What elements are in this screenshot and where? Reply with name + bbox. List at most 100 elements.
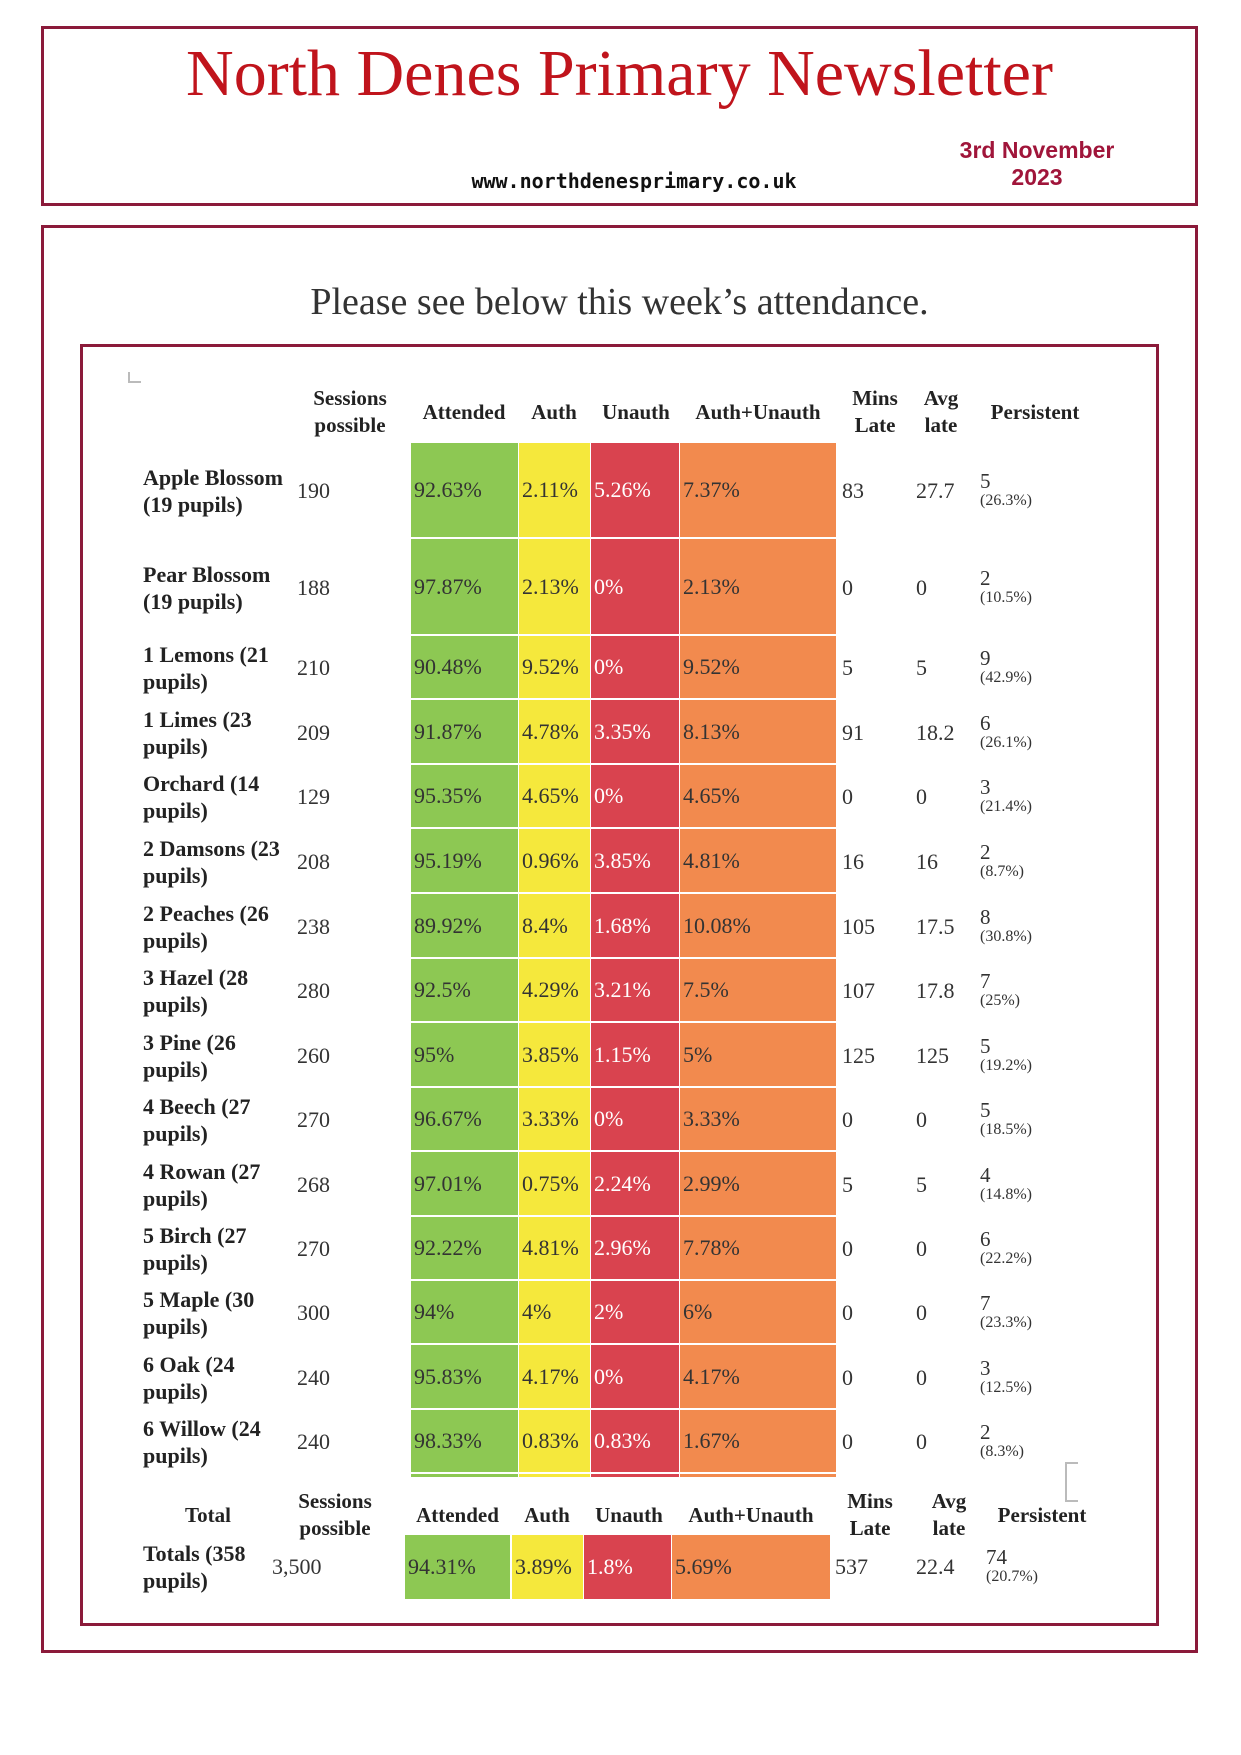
persistent-cell: 8 (30.8%) <box>980 894 1110 959</box>
attended-cell: 94% <box>411 1281 518 1345</box>
mins-late-cell: 105 <box>842 913 875 939</box>
header-line: late <box>924 413 958 437</box>
attended-cell: 95.35% <box>411 765 518 829</box>
color-strip-auth <box>519 1474 590 1477</box>
col-header-att: Attended <box>422 399 506 424</box>
table-anchor-icon-2 <box>1065 1462 1078 1502</box>
attended-cell: 92.63% <box>411 443 518 539</box>
totals-header-au: Auth+Unauth <box>688 1502 814 1527</box>
header-line: Avg <box>923 386 959 410</box>
class-name: 1 Limes (23 pupils) <box>143 706 252 759</box>
color-strip-au <box>680 1474 836 1477</box>
attended-cell: 91.87% <box>411 700 518 765</box>
class-name: 5 Maple (30 pupils) <box>143 1287 255 1339</box>
totals-sessions: 3,500 <box>272 1554 322 1579</box>
mins-late-cell: 125 <box>842 1042 875 1068</box>
persistent-percent: (22.2%) <box>980 1250 1032 1267</box>
auth-cell: 0.75% <box>519 1152 590 1217</box>
mins-late-cell: 0 <box>842 1429 853 1454</box>
attended-cell: 92.22% <box>411 1217 518 1281</box>
persistent-percent: (21.4%) <box>980 798 1032 815</box>
website-link[interactable]: www.northdenesprimary.co.uk <box>471 169 797 193</box>
col-header-ses: Sessions possible <box>300 381 400 443</box>
persistent-cell: 5 (19.2%) <box>980 1023 1110 1088</box>
color-strip-att <box>411 1474 518 1477</box>
au-cell: 2.99% <box>680 1152 836 1217</box>
attendance-table-frame <box>80 344 1159 1626</box>
unauth-cell: 0.83% <box>591 1410 679 1474</box>
header-line: Late <box>849 1516 891 1540</box>
mins-late-cell: 83 <box>842 478 864 503</box>
class-name: 4 Rowan (27 pupils) <box>143 1158 261 1211</box>
totals-header-mins: Mins Late <box>840 1484 900 1546</box>
auth-cell: 3.85% <box>519 1023 590 1088</box>
persistent-cell: 5 (26.3%) <box>980 443 1110 539</box>
auth-cell: 0.83% <box>519 1410 590 1474</box>
unauth-cell: 1.15% <box>591 1023 679 1088</box>
mins-late-cell: 0 <box>842 1364 853 1390</box>
avg-late-cell: 0 <box>916 1429 927 1454</box>
class-name: 5 Birch (27 pupils) <box>143 1223 247 1275</box>
au-cell: 4.81% <box>680 829 836 894</box>
header-line: Late <box>854 413 896 437</box>
auth-cell: 4% <box>519 1281 590 1345</box>
avg-late-cell: 16 <box>916 848 938 874</box>
unauth-cell: 3.85% <box>591 829 679 894</box>
class-name: Apple Blossom (19 pupils) <box>143 465 283 517</box>
header-line: late <box>932 1516 966 1540</box>
totals-au: 5.69% <box>672 1535 830 1599</box>
persistent-count: 3 <box>980 1355 991 1380</box>
auth-cell: 3.33% <box>519 1088 590 1152</box>
avg-late-cell: 5 <box>916 655 927 680</box>
newsletter-header: North Denes Primary Newsletter 3rd Novem… <box>41 26 1198 206</box>
class-name: 6 Oak (24 pupils) <box>143 1351 235 1404</box>
persistent-cell: 3 (21.4%) <box>980 765 1110 829</box>
totals-header-att: Attended <box>416 1502 499 1527</box>
attended-cell: 96.67% <box>411 1088 518 1152</box>
intro-text: Please see below this week’s attendance. <box>310 281 929 323</box>
auth-cell: 4.17% <box>519 1345 590 1410</box>
sessions-cell: 240 <box>297 1364 330 1390</box>
unauth-cell: 2% <box>591 1281 679 1345</box>
totals-unauth: 1.8% <box>584 1535 671 1599</box>
header-line: Mins <box>852 386 898 410</box>
persistent-count: 2 <box>980 839 991 864</box>
totals-class-name: Totals (358 pupils) <box>143 1541 246 1593</box>
mins-late-cell: 91 <box>842 719 864 745</box>
col-header-avg: Avg late <box>912 381 970 443</box>
unauth-cell: 0% <box>591 1088 679 1152</box>
unauth-cell: 0% <box>591 539 679 636</box>
attended-cell: 97.01% <box>411 1152 518 1217</box>
color-strip-un <box>591 1474 679 1477</box>
class-name: 2 Peaches (26 pupils) <box>143 900 269 953</box>
unauth-cell: 3.21% <box>591 959 679 1023</box>
unauth-cell: 3.35% <box>591 700 679 765</box>
avg-late-cell: 0 <box>916 1364 927 1390</box>
au-cell: 1.67% <box>680 1410 836 1474</box>
mins-late-cell: 0 <box>842 784 853 809</box>
sessions-cell: 129 <box>297 784 330 809</box>
mins-late-cell: 16 <box>842 848 864 874</box>
attended-cell: 97.87% <box>411 539 518 636</box>
newsletter-title: North Denes Primary Newsletter <box>186 37 1053 110</box>
class-name: 6 Willow (24 pupils) <box>143 1416 261 1468</box>
persistent-cell: 6 (22.2%) <box>980 1217 1110 1281</box>
table-anchor-icon <box>128 372 141 383</box>
header-line: Sessions <box>298 1489 372 1513</box>
sessions-cell: 238 <box>297 913 330 939</box>
mins-late-cell: 5 <box>842 1171 853 1197</box>
header-line: Mins <box>847 1489 893 1513</box>
persistent-percent: (19.2%) <box>980 1056 1032 1074</box>
au-cell: 4.65% <box>680 765 836 829</box>
sessions-cell: 270 <box>297 1107 330 1132</box>
avg-late-cell: 18.2 <box>916 719 955 745</box>
persistent-count: 7 <box>980 969 991 993</box>
persistent-count: 6 <box>980 1227 991 1251</box>
sessions-cell: 300 <box>297 1300 330 1325</box>
persistent-percent: (23.3%) <box>980 1314 1032 1331</box>
auth-cell: 8.4% <box>519 894 590 959</box>
auth-cell: 2.13% <box>519 539 590 636</box>
col-header-un: Unauth <box>602 399 670 424</box>
newsletter-date: 3rd November 2023 <box>932 137 1142 191</box>
